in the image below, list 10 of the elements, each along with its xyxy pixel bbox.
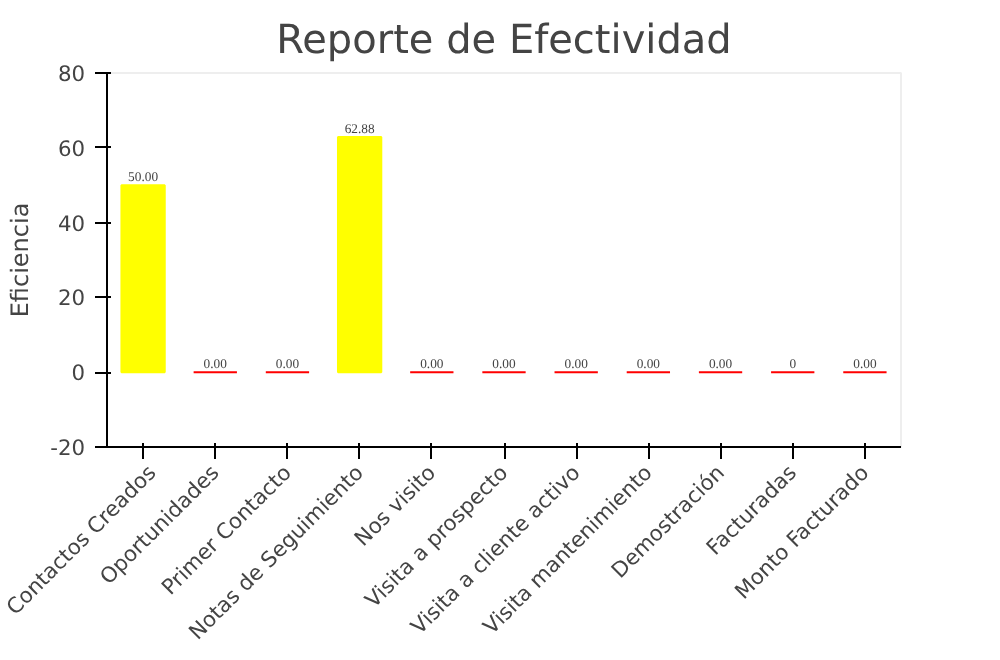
y-tick-label: 80 [57, 61, 86, 87]
bar [336, 136, 383, 374]
y-tick-label: -20 [50, 435, 86, 461]
y-tick-label: 40 [57, 210, 86, 237]
y-tick-label: 60 [57, 135, 86, 162]
chart-title: Reporte de Efectividad [276, 15, 732, 63]
y-axis-title: Eficiencia [6, 202, 35, 318]
y-tick-label: 0 [71, 360, 86, 387]
bar [120, 184, 166, 374]
y-tick-label: 20 [57, 285, 86, 312]
